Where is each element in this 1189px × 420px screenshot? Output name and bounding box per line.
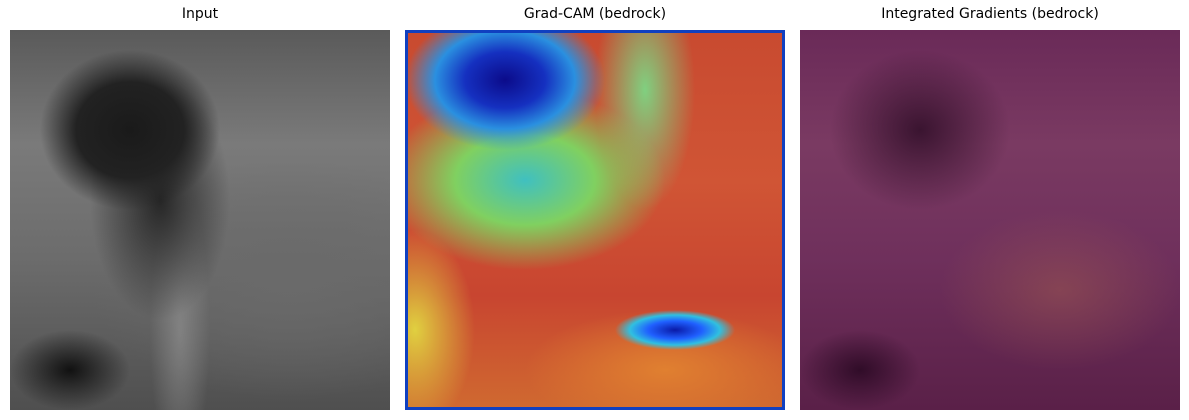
panel-title-integrated-gradients: Integrated Gradients (bedrock) — [881, 6, 1099, 22]
panel-title-input: Input — [181, 6, 219, 22]
integrated-gradients-image — [800, 30, 1180, 410]
gradcam-heatmap-image — [405, 30, 785, 410]
panel-title-gradcam: Grad-CAM (bedrock) — [523, 6, 667, 22]
input-image — [10, 30, 390, 410]
